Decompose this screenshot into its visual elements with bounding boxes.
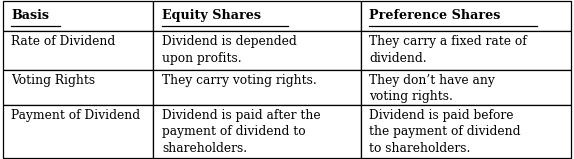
Text: Preference Shares: Preference Shares	[370, 9, 501, 22]
Bar	[153, 70, 361, 105]
Text: Dividend is paid before
the payment of dividend
to shareholders.: Dividend is paid before the payment of d…	[370, 108, 521, 155]
Text: Voting Rights: Voting Rights	[11, 74, 95, 87]
Bar	[361, 1, 571, 31]
Bar	[361, 105, 571, 158]
Text: They carry a fixed rate of
dividend.: They carry a fixed rate of dividend.	[370, 35, 527, 65]
Text: Equity Shares: Equity Shares	[162, 9, 261, 22]
Text: Payment of Dividend: Payment of Dividend	[11, 108, 141, 121]
Bar	[153, 1, 361, 31]
Bar	[3, 105, 153, 158]
Text: Rate of Dividend: Rate of Dividend	[11, 35, 115, 48]
Bar	[3, 31, 153, 70]
Text: They don’t have any
voting rights.: They don’t have any voting rights.	[370, 74, 495, 103]
Text: Dividend is paid after the
payment of dividend to
shareholders.: Dividend is paid after the payment of di…	[162, 108, 321, 155]
Bar	[361, 70, 571, 105]
Bar	[153, 105, 361, 158]
Bar	[3, 70, 153, 105]
Text: They carry voting rights.: They carry voting rights.	[162, 74, 317, 87]
Bar	[3, 1, 153, 31]
Text: Dividend is depended
upon profits.: Dividend is depended upon profits.	[162, 35, 297, 65]
Bar	[361, 31, 571, 70]
Text: Basis: Basis	[11, 9, 49, 22]
Bar	[153, 31, 361, 70]
